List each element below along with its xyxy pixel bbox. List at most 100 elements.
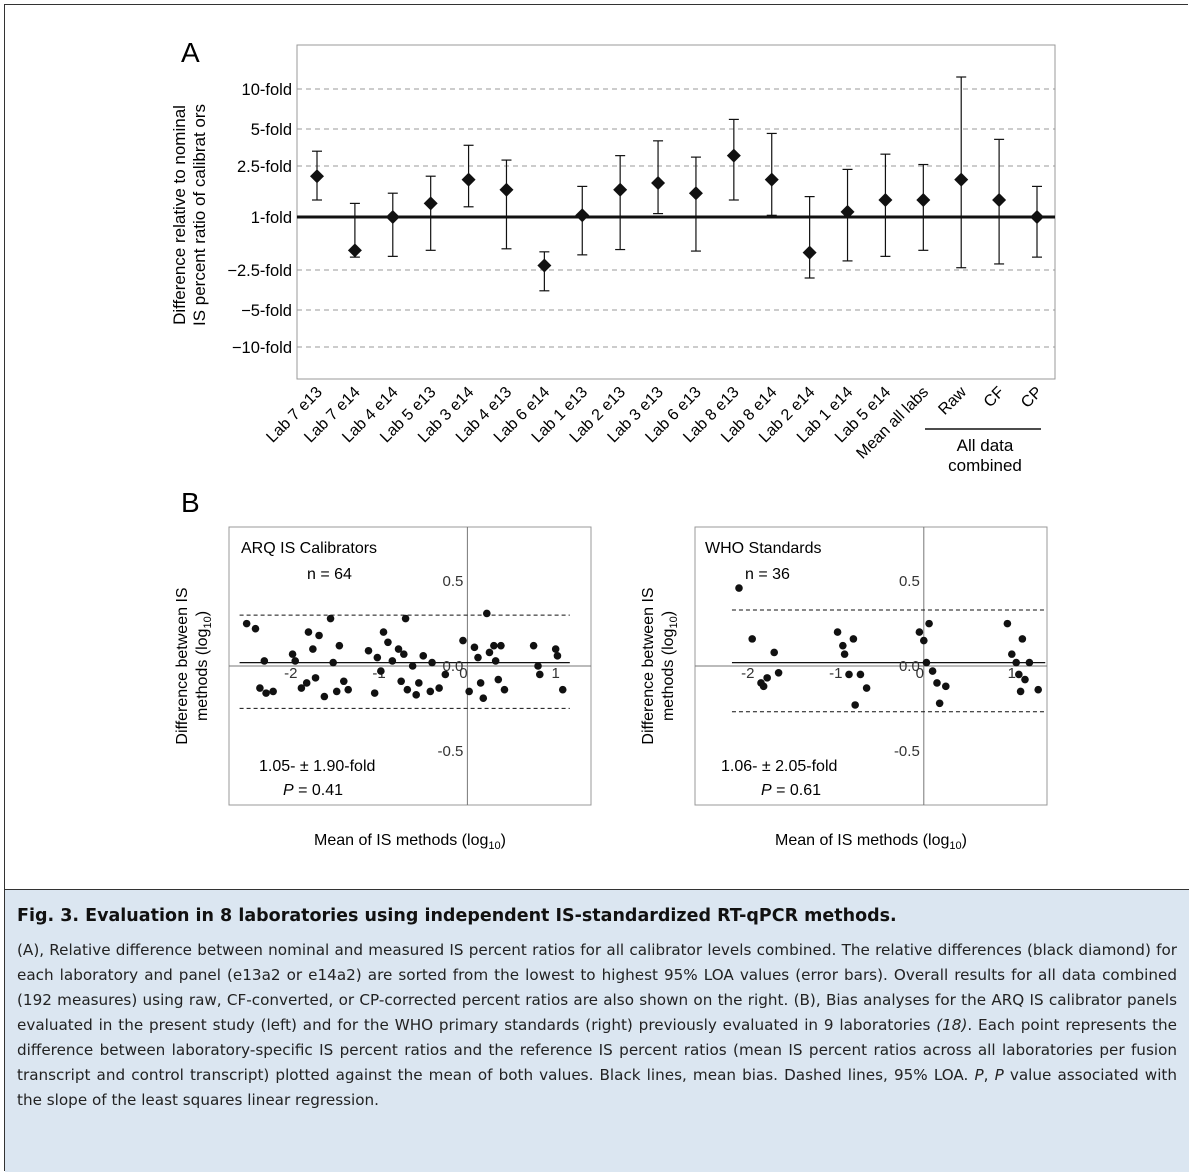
panel-a-ylabel-line1: Difference relative to nominal (170, 105, 189, 325)
data-point (1003, 619, 1012, 628)
caption-text: value associated with the slope of the l… (17, 1066, 1178, 1109)
panel-b-left-ylabel-line2: methods (log10) (194, 611, 214, 721)
y-tick-label: 10-fold (242, 81, 292, 99)
data-point (441, 670, 450, 679)
x-tick-label: 1 (552, 665, 560, 682)
data-point (922, 658, 931, 667)
panel-a-label: A (181, 37, 200, 68)
data-point (770, 648, 778, 657)
data-point (933, 679, 941, 687)
diamond-marker (347, 243, 362, 258)
data-point (1008, 650, 1016, 658)
data-point (364, 646, 373, 655)
data-point (400, 650, 408, 658)
data-point (309, 645, 317, 653)
data-point (332, 687, 341, 696)
caption-text: , (983, 1066, 995, 1084)
data-point (379, 628, 388, 636)
panel-b-right-xlabel: Mean of IS methods (log10) (775, 832, 967, 852)
data-point (856, 670, 865, 679)
diamond-marker (840, 204, 855, 219)
panel-a: Difference relative to nominal IS percen… (170, 44, 1056, 475)
data-point (415, 679, 423, 687)
diamond-marker (1030, 210, 1044, 224)
panel-b-right-bias: 1.06- ± 2.05-fold (721, 758, 837, 775)
data-point (388, 657, 397, 665)
y-tick-label: 0.0 (899, 658, 920, 675)
data-point (491, 657, 500, 665)
x-tick-label: 0 (916, 665, 924, 682)
figure-area: A Difference relative to nominal IS perc… (5, 5, 1189, 889)
caption-text: (A), Relative difference between nominal… (17, 941, 1177, 1034)
diamond-marker (726, 148, 741, 163)
diamond-marker (878, 193, 893, 207)
data-point (851, 701, 859, 709)
data-point (397, 677, 405, 686)
data-point (269, 687, 277, 696)
diamond-marker (916, 193, 931, 207)
data-point (459, 636, 467, 645)
caption-title: Fig. 3. Evaluation in 8 laboratories usi… (17, 906, 897, 926)
data-point (551, 645, 560, 653)
data-point (1016, 687, 1025, 696)
panel-a-plot-frame (296, 44, 1056, 380)
data-point (500, 685, 509, 694)
x-tick-label: -2 (284, 665, 297, 682)
category-label: Raw (935, 383, 970, 418)
data-point (942, 682, 950, 691)
panel-b-left-xlabel: Mean of IS methods (log10) (314, 832, 506, 852)
diamond-marker (688, 186, 703, 201)
data-point (291, 657, 300, 665)
data-point (920, 636, 928, 645)
diamond-marker (461, 172, 476, 187)
figure-frame: A Difference relative to nominal IS perc… (4, 4, 1189, 1172)
data-point (373, 653, 382, 662)
y-tick-label: 2.5-fold (237, 158, 292, 176)
data-point (774, 668, 783, 677)
panel-b-label: B (181, 487, 200, 518)
diamond-marker (423, 196, 438, 211)
data-point (558, 685, 567, 694)
data-point (485, 648, 494, 657)
panel-b-left-p: P = 0.41 (283, 782, 343, 799)
data-point (735, 584, 743, 592)
caption-body: (A), Relative difference between nominal… (17, 938, 1177, 1113)
data-point (849, 635, 858, 643)
data-point (302, 679, 311, 687)
data-point (304, 628, 313, 636)
data-point (1034, 685, 1042, 694)
y-tick-label: −2.5-fold (227, 262, 292, 280)
panel-b-right-ylabel-line2: methods (log10) (660, 611, 680, 721)
diamond-marker (954, 172, 969, 187)
data-point (339, 677, 348, 686)
diamond-marker (385, 210, 400, 224)
data-point (242, 619, 251, 628)
data-point (412, 691, 420, 699)
group-label-line1: All data (957, 436, 1014, 455)
y-tick-label: 0.0 (443, 658, 464, 675)
caption-text: . Each point represents the difference b… (17, 1016, 1177, 1084)
data-point (915, 628, 924, 636)
panel-b-left-n: n = 64 (307, 566, 352, 583)
y-tick-label: 0.5 (899, 573, 920, 590)
data-point (384, 638, 392, 647)
data-point (288, 650, 297, 658)
y-tick-label: −10-fold (232, 339, 292, 357)
diamond-marker (651, 176, 666, 190)
data-point (840, 650, 849, 658)
data-point (260, 657, 269, 665)
x-tick-label: -1 (829, 665, 842, 682)
caption-p-symbol: P (974, 1066, 984, 1084)
data-point (553, 652, 562, 660)
data-point (370, 689, 379, 697)
data-point (326, 614, 335, 623)
diamond-marker (613, 182, 628, 197)
data-point (315, 631, 323, 640)
panel-a-ylabel-line2: IS percent ratio of calibrat ors (190, 104, 209, 326)
data-point (748, 635, 756, 643)
data-point (311, 674, 320, 682)
panel-b-right-ylabel-line1: Difference between IS (640, 587, 657, 744)
x-tick-label: 1 (1008, 665, 1016, 682)
data-point (426, 687, 435, 696)
diamond-marker (499, 182, 514, 197)
